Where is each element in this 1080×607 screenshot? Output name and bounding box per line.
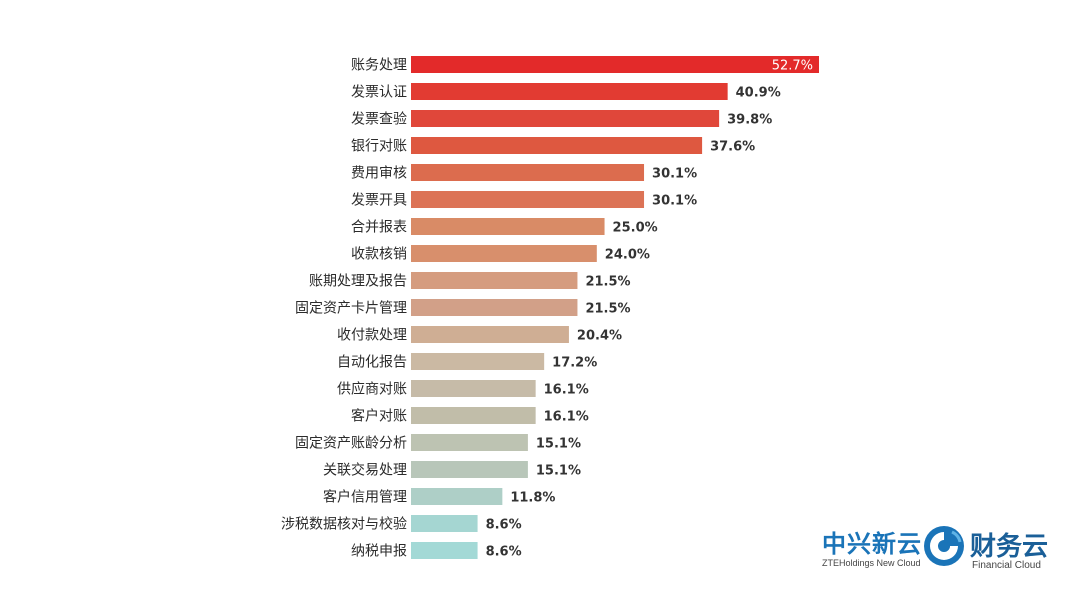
value-label: 37.6% [710,140,755,155]
category-label: 费用审核 [351,166,407,182]
value-label: 30.1% [652,194,697,209]
bar-10 [411,299,578,316]
category-label: 固定资产卡片管理 [295,301,407,317]
bar-18 [411,515,478,532]
bar-4 [411,137,703,154]
category-label: 发票查验 [351,112,407,128]
brand-logo: 中兴新云 ZTEHoldings New Cloud 财务云 Financial… [818,520,1058,580]
category-label: 关联交易处理 [323,462,407,479]
bar-2 [411,83,728,100]
financial-cloud-subtext: Financial Cloud [972,560,1041,571]
value-label: 21.5% [585,302,630,317]
bar-8 [411,245,597,262]
zte-logo-text: 中兴新云 [822,530,922,558]
value-label: 17.2% [552,356,597,371]
value-label: 16.1% [544,383,589,398]
category-label: 固定资产账龄分析 [295,436,407,452]
category-label: 自动化报告 [337,355,407,371]
value-label: 11.8% [510,491,555,506]
value-label: 40.9% [736,86,781,101]
category-label: 供应商对账 [337,381,407,398]
financial-cloud-icon [924,526,964,566]
value-label: 39.8% [727,113,772,128]
value-label: 30.1% [652,167,697,182]
category-label: 发票开具 [351,193,407,209]
bar-3 [411,110,720,127]
value-label: 15.1% [536,437,581,452]
value-label: 25.0% [613,221,658,236]
category-label: 客户对账 [351,408,407,425]
value-label: 16.1% [544,410,589,425]
bar-11 [411,326,569,343]
category-label: 收付款处理 [337,328,407,344]
bar-15 [411,434,528,451]
bar-13 [411,380,536,397]
category-label: 银行对账 [351,139,407,155]
bar-12 [411,353,545,370]
value-label: 21.5% [585,275,630,290]
category-label: 客户信用管理 [323,489,407,506]
value-label: 24.0% [605,248,650,263]
value-label: 52.7% [772,59,813,74]
bar-7 [411,218,605,235]
bar-17 [411,488,503,505]
category-label: 纳税申报 [351,544,407,560]
category-label: 涉税数据核对与校验 [281,516,407,533]
bar-5 [411,164,645,181]
category-label: 账务处理 [351,58,407,74]
bar-16 [411,461,528,478]
value-label: 8.6% [486,545,522,560]
value-label: 20.4% [577,329,622,344]
zte-logo-subtext: ZTEHoldings New Cloud [822,558,921,568]
bar-1 [411,56,819,73]
category-label: 发票认证 [351,85,407,101]
category-label: 账期处理及报告 [309,274,407,290]
bar-14 [411,407,536,424]
bar-6 [411,191,645,208]
category-label: 合并报表 [351,220,407,236]
value-label: 15.1% [536,464,581,479]
bar-19 [411,542,478,559]
value-label: 8.6% [486,518,522,533]
category-label: 收款核销 [351,247,407,263]
financial-cloud-text: 财务云 [970,532,1049,562]
bar-9 [411,272,578,289]
